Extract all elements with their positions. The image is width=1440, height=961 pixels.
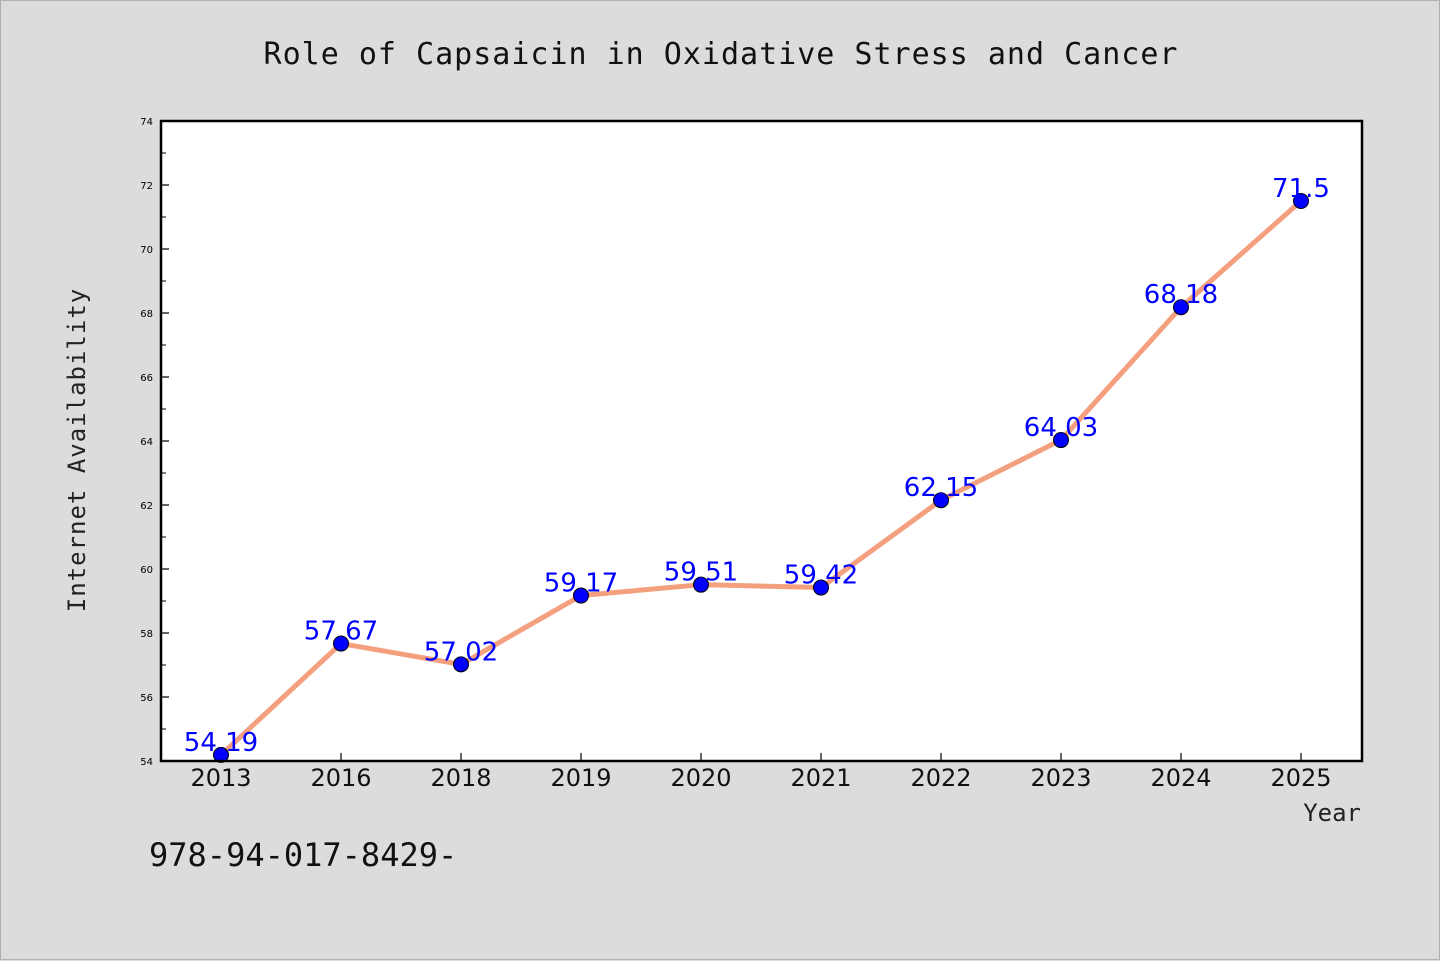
x-tick-label: 2018 — [430, 764, 491, 792]
data-label: 54.19 — [184, 728, 258, 758]
data-point — [1053, 432, 1069, 449]
y-tick-label: 66 — [140, 373, 153, 384]
data-label: 71.5 — [1272, 174, 1330, 204]
x-tick-label: 2013 — [190, 764, 251, 792]
x-tick-label: 2023 — [1030, 764, 1091, 792]
y-tick-label: 58 — [140, 629, 153, 640]
x-axis-label: Year — [1303, 799, 1361, 827]
y-tick-label: 60 — [140, 565, 153, 576]
data-point — [1293, 193, 1309, 209]
x-tick-label: 2021 — [790, 764, 851, 792]
data-point — [693, 576, 709, 593]
y-tick-label: 56 — [140, 693, 153, 704]
series-line — [218, 198, 1304, 758]
y-axis: 54 56 58 60 62 64 66 68 70 72 74 — [140, 117, 169, 768]
data-label: 62.15 — [904, 473, 978, 503]
data-point — [933, 492, 949, 509]
y-axis-label: Internet Availability — [63, 288, 91, 612]
plot-area — [161, 121, 1362, 761]
series-line-group — [218, 198, 1304, 758]
data-point — [333, 635, 349, 652]
x-tick-label: 2025 — [1270, 764, 1331, 792]
plot-frame — [159, 119, 1364, 763]
data-label: 59.17 — [544, 569, 618, 599]
y-tick-label: 54 — [140, 757, 153, 768]
data-labels: 54.19 57.67 57.02 59.17 59.51 59.42 62.15 64.03… — [184, 174, 1330, 758]
y-tick-label: 62 — [140, 501, 153, 512]
data-point — [1173, 299, 1189, 316]
y-tick-label: 68 — [140, 309, 153, 320]
x-tick-label: 2022 — [910, 764, 971, 792]
y-tick-label: 70 — [140, 245, 153, 256]
y-tick-label: 74 — [140, 117, 153, 128]
x-tick-label: 2019 — [550, 764, 611, 792]
x-tick-label: 2020 — [670, 764, 731, 792]
x-tick-label: 2016 — [310, 764, 371, 792]
x-tick-label: 2024 — [1150, 764, 1211, 792]
data-point — [213, 746, 229, 763]
data-label: 59.42 — [784, 561, 858, 591]
data-label: 57.67 — [304, 617, 378, 647]
data-label: 57.02 — [424, 637, 498, 667]
data-label: 59.51 — [664, 558, 738, 588]
y-tick-label: 72 — [140, 181, 153, 192]
y-tick-label: 64 — [140, 437, 153, 448]
data-point — [573, 587, 589, 604]
data-point — [453, 656, 469, 673]
footer-isbn-text: 978-94-017-8429- — [149, 836, 457, 874]
data-label: 68.18 — [1144, 280, 1218, 310]
data-label: 64.03 — [1024, 413, 1098, 443]
x-axis: 2013 2016 2018 2019 2020 2021 2022 2023 2024 2025 — [190, 753, 1332, 792]
chart-title: Role of Capsaicin in Oxidative Stress an… — [264, 37, 1179, 72]
data-markers — [213, 193, 1309, 763]
data-point — [813, 579, 829, 596]
